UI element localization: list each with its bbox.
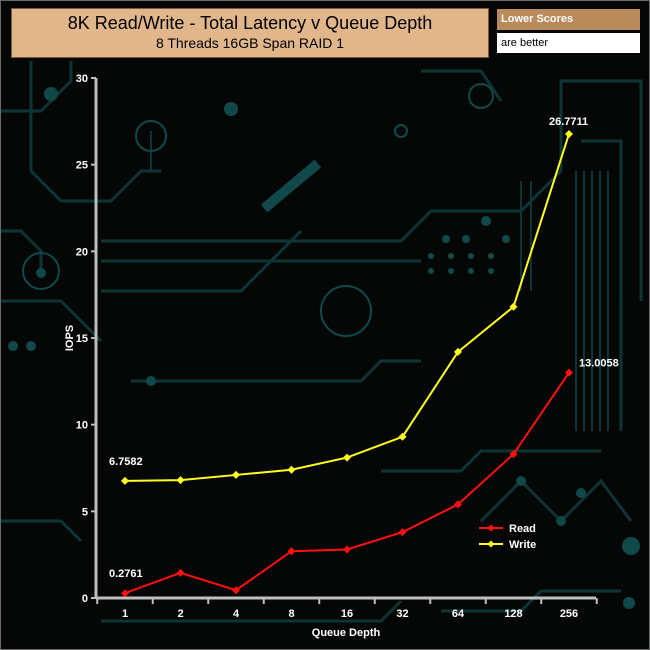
chart-title: 8K Read/Write - Total Latency v Queue De… bbox=[67, 13, 433, 33]
x-axis-title: Queue Depth bbox=[312, 627, 381, 639]
data-point-write bbox=[509, 302, 518, 311]
data-point-write bbox=[343, 453, 351, 462]
data-point-read bbox=[232, 586, 240, 595]
data-point-read bbox=[398, 528, 407, 537]
data-label: 0.2761 bbox=[109, 568, 143, 580]
y-tick-label: 15 bbox=[76, 333, 88, 345]
data-point-read bbox=[509, 450, 518, 459]
data-point-read bbox=[287, 547, 296, 556]
note-heading: Lower Scores bbox=[497, 9, 640, 30]
series-line-write bbox=[124, 133, 570, 482]
data-label: 13.0058 bbox=[579, 358, 619, 370]
y-axis-title: IOPS bbox=[64, 325, 76, 351]
data-point-write bbox=[121, 476, 129, 485]
data-point-read bbox=[176, 568, 185, 577]
chart-subtitle: 8 Threads 16GB Span RAID 1 bbox=[155, 35, 345, 51]
legend-label-write: Write bbox=[509, 539, 536, 551]
y-tick-label: 5 bbox=[82, 506, 88, 518]
x-tick-label: 16 bbox=[341, 608, 353, 620]
data-point-write bbox=[565, 129, 573, 138]
x-tick-label: 64 bbox=[452, 608, 465, 620]
legend-marker-write bbox=[487, 540, 495, 548]
data-label: 26.7711 bbox=[549, 116, 588, 128]
data-point-write bbox=[287, 465, 296, 474]
x-tick-label: 256 bbox=[560, 608, 578, 620]
y-tick-label: 25 bbox=[76, 160, 88, 172]
y-tick-label: 20 bbox=[76, 246, 88, 258]
series-line-read bbox=[124, 372, 570, 595]
data-point-read bbox=[565, 368, 573, 377]
y-tick-label: 10 bbox=[76, 420, 88, 432]
data-point-write bbox=[398, 432, 407, 441]
y-tick-label: 30 bbox=[76, 73, 88, 85]
y-tick-label: 0 bbox=[82, 593, 88, 605]
data-label: 6.7582 bbox=[109, 456, 143, 468]
legend-marker-read bbox=[487, 524, 495, 532]
x-tick-label: 4 bbox=[233, 608, 240, 620]
chart-title-box: 8K Read/Write - Total Latency v Queue De… bbox=[11, 8, 489, 58]
note-text: are better bbox=[497, 33, 640, 53]
data-point-read bbox=[343, 545, 351, 554]
legend-label-read: Read bbox=[509, 523, 536, 535]
data-point-write bbox=[232, 470, 240, 479]
x-tick-label: 1 bbox=[122, 608, 128, 620]
data-point-write bbox=[454, 347, 462, 356]
x-tick-label: 2 bbox=[177, 608, 183, 620]
x-tick-label: 8 bbox=[288, 608, 294, 620]
data-point-read bbox=[121, 589, 129, 598]
x-tick-label: 32 bbox=[396, 608, 408, 620]
data-point-write bbox=[176, 476, 185, 485]
x-tick-label: 128 bbox=[504, 608, 522, 620]
data-point-read bbox=[454, 500, 462, 509]
